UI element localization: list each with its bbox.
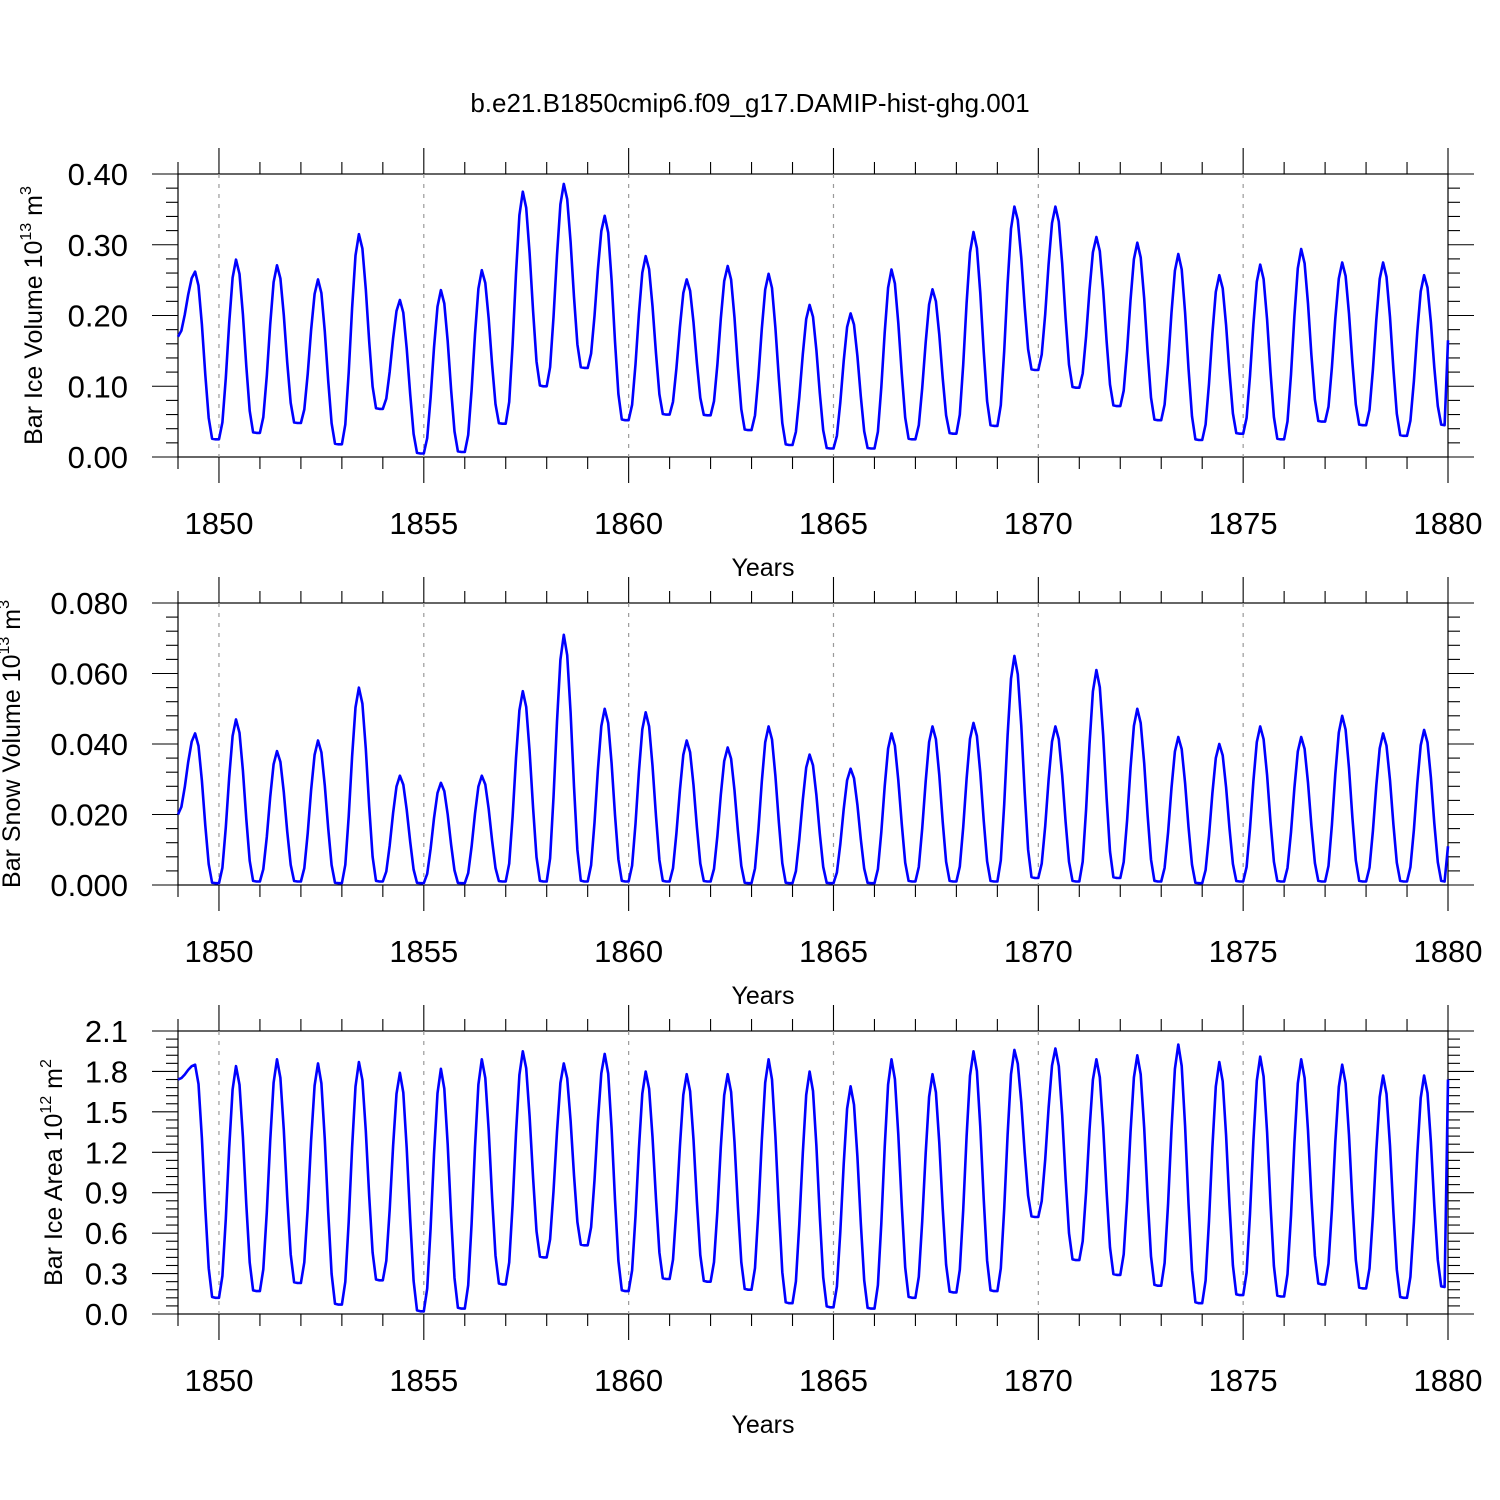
y-axis-label-exponent: 13 <box>18 223 35 241</box>
y-axis-label-unit: m <box>20 195 48 223</box>
x-tick-label: 1855 <box>389 1363 458 1398</box>
y-tick-label: 0.30 <box>68 228 128 263</box>
y-axis-label-exponent: 13 <box>0 637 13 655</box>
y-tick-label: 0.9 <box>85 1176 128 1211</box>
x-tick-label: 1880 <box>1414 506 1483 541</box>
y-axis-label-unit: m <box>0 609 26 637</box>
x-tick-label: 1860 <box>594 506 663 541</box>
panel-1: 1850 1855 1860 1865 1870 1875 1880 0.00 0.10 0.20… <box>18 148 1482 582</box>
x-tick-label: 1880 <box>1414 1363 1483 1398</box>
y-axis-label-text: Bar Snow Volume 10 <box>0 655 26 888</box>
y-tick-label: 2.1 <box>85 1014 128 1049</box>
x-tick-label: 1850 <box>184 1363 253 1398</box>
x-tick-label: 1870 <box>1004 506 1073 541</box>
x-tick-label: 1865 <box>799 506 868 541</box>
x-axis-label: Years <box>731 1411 794 1439</box>
y-axis-label-unit: m <box>40 1068 68 1096</box>
y-axis-label-text: Bar Ice Area 10 <box>40 1114 68 1286</box>
x-tick-label: 1875 <box>1209 1363 1278 1398</box>
x-tick-label: 1860 <box>594 934 663 969</box>
y-tick-label: 1.5 <box>85 1095 128 1130</box>
x-tick-label: 1865 <box>799 1363 868 1398</box>
y-tick-label: 0.020 <box>50 798 128 833</box>
y-tick-label: 0.080 <box>50 586 128 621</box>
y-axis-label-exponent: 12 <box>38 1096 55 1114</box>
series-line <box>177 1043 1450 1313</box>
y-axis-label-unit-exponent: 3 <box>18 186 35 195</box>
y-axis-label: Bar Ice Area 1012 m2 <box>38 1059 68 1286</box>
x-tick-label: 1875 <box>1209 934 1278 969</box>
panel-3: 1850 1855 1860 1865 1870 1875 1880 0.0 0.3 0.6 0.9… <box>38 1005 1482 1439</box>
panels: 1850 1855 1860 1865 1870 1875 1880 0.00 0.10 0.20… <box>0 148 1482 1439</box>
y-tick-label: 1.2 <box>85 1135 128 1170</box>
y-tick-label: 0.000 <box>50 868 128 903</box>
x-tick-label: 1855 <box>389 934 458 969</box>
x-tick-label: 1865 <box>799 934 868 969</box>
y-tick-label: 0.0 <box>85 1297 128 1332</box>
y-axis-label-unit-exponent: 2 <box>38 1059 55 1068</box>
x-axis-label: Years <box>731 982 794 1010</box>
y-axis-label-unit-exponent: 3 <box>0 600 13 609</box>
y-tick-label: 0.3 <box>85 1257 128 1292</box>
y-axis-label: Bar Ice Volume 1013 m3 <box>18 186 48 445</box>
y-tick-label: 1.8 <box>85 1054 128 1089</box>
x-tick-label: 1860 <box>594 1363 663 1398</box>
x-tick-label: 1880 <box>1414 934 1483 969</box>
chart-title: b.e21.B1850cmip6.f09_g17.DAMIP-hist-ghg.… <box>470 88 1029 118</box>
y-tick-label: 0.00 <box>68 440 128 475</box>
x-axis-label: Years <box>731 554 794 582</box>
series-line <box>176 182 1450 455</box>
panel-2: 1850 1855 1860 1865 1870 1875 1880 0.000 0.020 0.… <box>0 577 1482 1010</box>
x-tick-label: 1850 <box>184 934 253 969</box>
y-tick-label: 0.20 <box>68 299 128 334</box>
x-tick-label: 1875 <box>1209 506 1278 541</box>
y-axis-label-text: Bar Ice Volume 10 <box>20 241 48 445</box>
x-tick-label: 1870 <box>1004 1363 1073 1398</box>
y-tick-label: 0.6 <box>85 1216 128 1251</box>
x-tick-label: 1855 <box>389 506 458 541</box>
x-tick-label: 1870 <box>1004 934 1073 969</box>
y-tick-label: 0.040 <box>50 727 128 762</box>
y-axis-label: Bar Snow Volume 1013 m3 <box>0 600 26 888</box>
y-tick-label: 0.10 <box>68 369 128 404</box>
plot-frame <box>177 1030 1449 1315</box>
x-tick-label: 1850 <box>184 506 253 541</box>
y-tick-label: 0.40 <box>68 157 128 192</box>
series-line <box>176 633 1450 885</box>
y-tick-label: 0.060 <box>50 657 128 692</box>
